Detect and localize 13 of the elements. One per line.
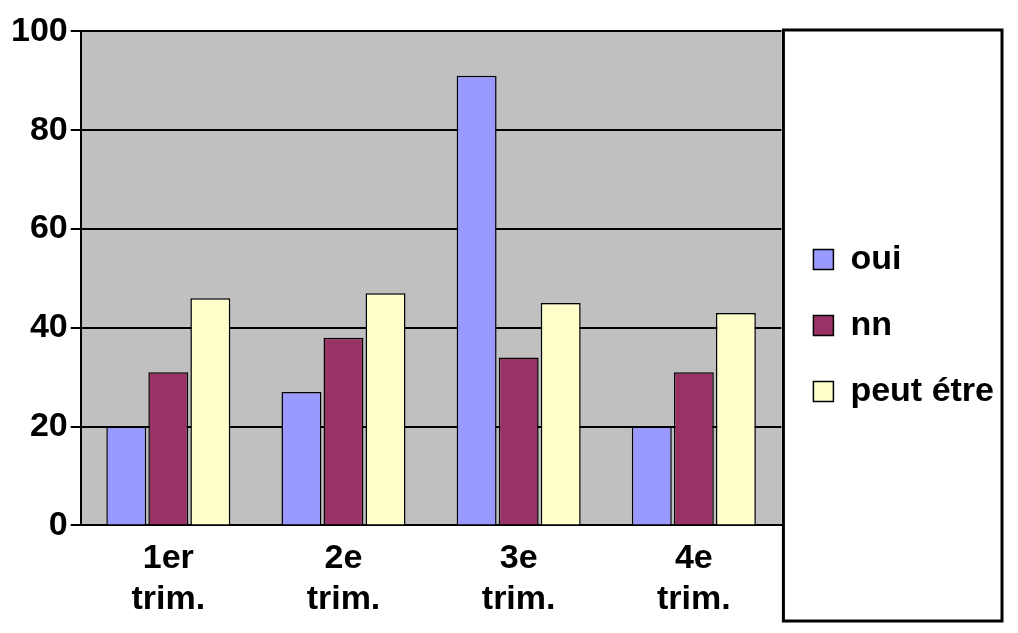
y-tick-label: 60	[29, 207, 68, 246]
y-tick-label: 40	[29, 306, 68, 345]
y-tick-label: 100	[10, 9, 68, 48]
legend-label: nn	[850, 303, 892, 342]
x-tick-label: 4e trim.	[656, 537, 731, 616]
legend-label: oui	[850, 237, 902, 276]
x-tick-label: 3e trim.	[481, 537, 556, 616]
x-tick-label: 1er trim.	[131, 537, 206, 616]
y-tick-label: 20	[29, 404, 68, 443]
y-tick-label: 80	[29, 108, 68, 147]
y-tick-label: 0	[48, 503, 68, 542]
legend-label: peut étre	[850, 369, 995, 408]
x-tick-label: 2e trim.	[306, 537, 381, 616]
